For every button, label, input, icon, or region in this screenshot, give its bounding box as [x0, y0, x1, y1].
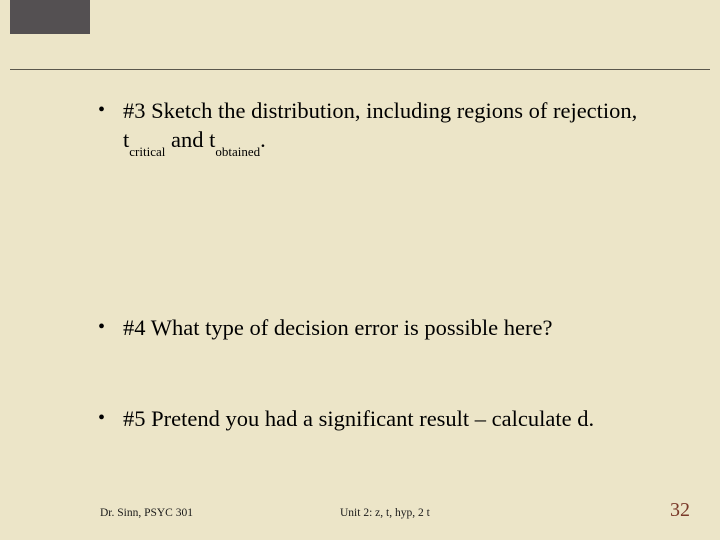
- footer-unit: Unit 2: z, t, hyp, 2 t: [300, 507, 670, 519]
- slide-footer: Dr. Sinn, PSYC 301 Unit 2: z, t, hyp, 2 …: [0, 499, 720, 522]
- item3-mid: and t: [165, 127, 215, 152]
- top-tab-decoration: [10, 0, 90, 34]
- horizontal-rule: [10, 69, 710, 70]
- slide-content: • #3 Sketch the distribution, including …: [0, 96, 720, 433]
- bullet-text-4: #4 What type of decision error is possib…: [123, 313, 572, 342]
- footer-author: Dr. Sinn, PSYC 301: [100, 507, 300, 519]
- bullet-item-3: • #3 Sketch the distribution, including …: [40, 96, 680, 163]
- bullet-item-5: • #5 Pretend you had a significant resul…: [40, 404, 680, 433]
- bullet-item-4: • #4 What type of decision error is poss…: [40, 313, 680, 342]
- item3-suffix: .: [260, 127, 266, 152]
- item3-sub1: critical: [129, 144, 165, 159]
- item3-sub2: obtained: [215, 144, 260, 159]
- bullet-dot-icon: •: [40, 313, 123, 341]
- bullet-dot-icon: •: [40, 404, 123, 432]
- bullet-text-3: #3 Sketch the distribution, including re…: [123, 96, 680, 163]
- bullet-text-5: #5 Pretend you had a significant result …: [123, 404, 614, 433]
- bullet-dot-icon: •: [40, 96, 123, 124]
- page-number: 32: [670, 499, 690, 522]
